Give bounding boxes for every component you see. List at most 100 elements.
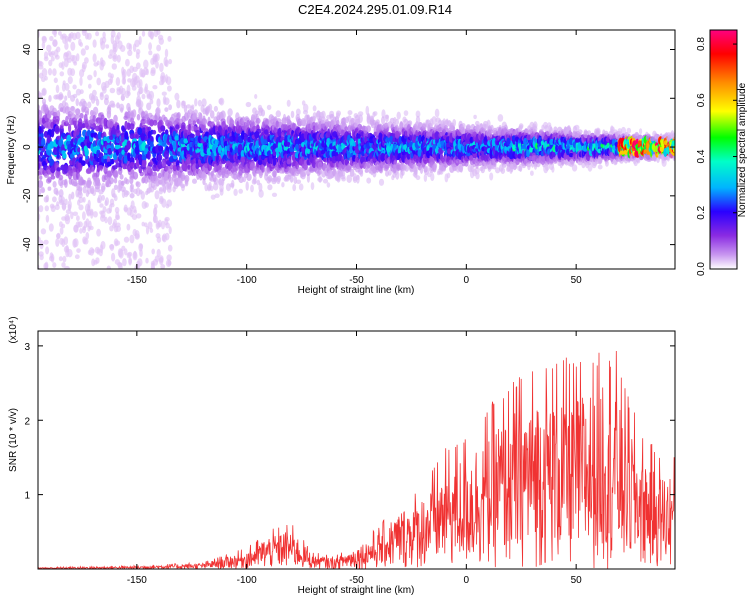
spectrogram-cell (166, 254, 172, 261)
spectrogram-cell (43, 130, 49, 138)
spectrogram-cell (110, 203, 115, 208)
spectrogram-cell (134, 145, 140, 155)
spectrogram-cell (80, 48, 86, 56)
spectrogram-cell (64, 42, 69, 50)
spectrogram-cell (126, 91, 131, 97)
spectrogram-cell (46, 44, 52, 52)
spectrogram-cell (57, 31, 62, 36)
spectrogram-cell (423, 173, 428, 182)
spectrogram-cell (72, 93, 78, 99)
spectrogram-cell (433, 162, 438, 169)
spectrogram-cell (89, 208, 94, 216)
spectrogram-cell (129, 65, 134, 74)
spectrogram-cell (138, 100, 144, 109)
spectrogram-cell (381, 116, 386, 125)
spectrogram-cell (41, 186, 45, 193)
spectrogram-cell (258, 189, 264, 198)
spectrogram-cell (67, 249, 73, 258)
spectrogram-cell (102, 31, 106, 39)
spectrogram-cell (161, 198, 167, 208)
spectrogram-cell (72, 84, 77, 90)
spectrogram-cell (189, 133, 195, 139)
spectrogram-cell (44, 76, 48, 81)
spectrogram-cell (54, 54, 60, 60)
spectrogram-cell (530, 170, 534, 176)
spectrogram-cell (418, 122, 422, 128)
spectrogram-cell (71, 191, 75, 200)
spectrogram-cell (345, 165, 352, 171)
spectrogram-cell (123, 236, 130, 243)
spectrogram-cell (93, 70, 97, 78)
spectrogram-cell (118, 166, 123, 176)
spectrogram-cell (65, 115, 69, 124)
spectrogram-cell (42, 88, 46, 96)
spectrogram-cell (167, 260, 172, 266)
spectrogram-cell (452, 119, 457, 127)
spectrogram-cell (161, 234, 166, 242)
spectrogram-cell (64, 95, 68, 101)
spectrogram-cell (257, 159, 263, 166)
spectrogram-cell (123, 248, 128, 256)
spectrogram-cell (372, 111, 376, 118)
spectrogram-cell (52, 196, 57, 203)
spectrogram-cell (235, 165, 240, 171)
spectrogram-cell (49, 35, 54, 42)
spectrogram-cell (118, 262, 123, 269)
spectrogram-cell (121, 180, 125, 186)
spectrogram-cell (96, 228, 101, 237)
spectrogram-cell (114, 206, 120, 214)
spectrogram-cell (55, 190, 59, 196)
spectrogram-cell (475, 172, 480, 180)
spectrogram-cell (87, 74, 93, 81)
spectrogram-cell (145, 257, 149, 264)
spectrogram-cell (84, 45, 90, 51)
spectrogram-cell (97, 112, 102, 118)
spectrogram-cell (114, 240, 121, 246)
spectrogram-cell (527, 163, 531, 171)
spectrogram-cell (229, 117, 234, 127)
spectrogram-cell (75, 88, 82, 96)
spectrogram-cell (67, 200, 72, 210)
spectrogram-cell (356, 174, 360, 184)
spectrogram-cell (161, 76, 165, 85)
spectrogram-cell (271, 192, 278, 197)
spectrogram-cell (329, 114, 334, 119)
spectrogram-cell (135, 62, 141, 70)
spectrogram-cell (103, 158, 108, 164)
spectrogram-cell (112, 53, 118, 62)
spectrogram-cell (378, 178, 385, 186)
spectrogram-cell (62, 255, 67, 263)
spectrogram-cell (61, 132, 66, 138)
spectrogram-cell (384, 114, 389, 120)
spectrogram-cell (131, 85, 137, 91)
spectrogram-cell (64, 198, 68, 205)
spectrogram-cell (100, 59, 106, 67)
spectrogram-cell (78, 196, 84, 203)
spectrogram-cell (138, 243, 143, 252)
spectrogram-cell (266, 104, 272, 111)
spectrogram-cell (118, 249, 124, 259)
spectrogram-cell (95, 31, 100, 37)
spectrogram-cell (310, 182, 315, 191)
spectrogram-cell (214, 193, 220, 198)
spectrogram-cell (41, 98, 47, 105)
spectrogram-cell (318, 175, 322, 183)
spectrogram-cell (137, 127, 143, 136)
spectrogram-cell (120, 45, 126, 52)
spectrogram-cell (132, 109, 137, 118)
spectrogram-cell (238, 188, 243, 194)
spectrogram-cell (99, 91, 104, 97)
spectrogram-cell (119, 174, 124, 180)
spectrogram-cell (116, 102, 120, 109)
spectrogram-cell (48, 95, 52, 102)
spectrogram-cell (103, 154, 108, 161)
spectrogram-cell (76, 215, 80, 222)
spectrogram-cell (75, 53, 80, 62)
spectrogram-cell (366, 125, 371, 133)
spectrogram-cell (56, 46, 61, 53)
spectrogram-cell (157, 145, 163, 152)
spectrogram-cell (261, 164, 265, 173)
spectrogram-cell (82, 186, 87, 194)
spectrogram-cell (459, 165, 463, 173)
spectrogram-cell (298, 183, 304, 191)
